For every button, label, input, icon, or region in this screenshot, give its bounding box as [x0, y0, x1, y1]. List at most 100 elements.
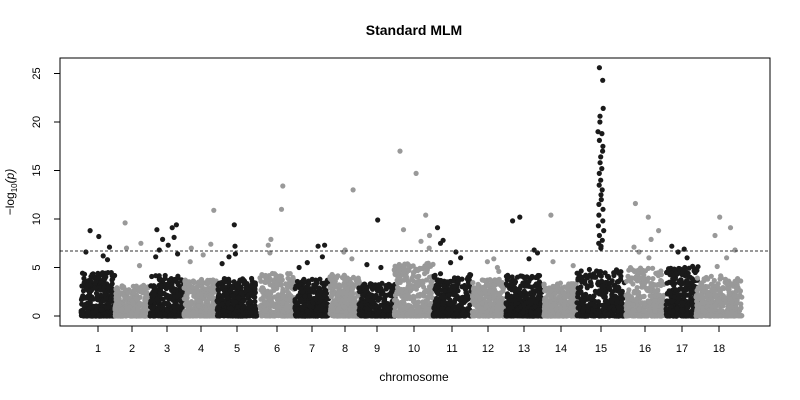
data-point: [187, 311, 193, 318]
data-point-high: [378, 264, 384, 271]
data-point: [440, 301, 446, 307]
data-point-high: [598, 245, 604, 251]
data-point: [552, 291, 558, 297]
data-point: [426, 306, 432, 312]
data-point: [219, 301, 225, 307]
data-point: [252, 287, 258, 293]
data-point: [440, 313, 446, 319]
data-point-high: [138, 240, 144, 246]
data-point: [327, 283, 333, 289]
data-point: [380, 312, 386, 318]
data-point: [307, 293, 313, 299]
data-point: [181, 285, 187, 291]
data-point: [422, 313, 428, 319]
data-point: [233, 289, 239, 295]
data-point: [390, 287, 396, 293]
chromosome-9-points: [356, 217, 398, 319]
data-point-high: [597, 113, 603, 119]
data-point-high: [570, 263, 576, 269]
data-point: [131, 288, 137, 294]
data-point: [322, 299, 328, 305]
data-point: [603, 312, 609, 318]
data-point: [300, 289, 306, 295]
data-point: [157, 290, 163, 296]
data-point: [564, 283, 570, 290]
data-point: [148, 312, 154, 318]
data-point-high: [319, 254, 325, 260]
data-point: [152, 287, 158, 293]
data-point: [317, 312, 323, 318]
data-point-high: [106, 244, 113, 250]
data-point: [318, 288, 324, 294]
data-point-high: [596, 137, 603, 143]
data-point: [377, 295, 383, 301]
data-point: [207, 287, 213, 293]
data-point-high: [165, 242, 171, 248]
data-point: [507, 311, 513, 317]
data-point: [235, 295, 241, 301]
data-point: [410, 263, 416, 269]
data-point: [196, 279, 202, 285]
data-point: [561, 291, 567, 297]
data-point-high: [156, 247, 162, 253]
data-point: [136, 300, 143, 306]
data-point-high: [600, 218, 606, 224]
data-point: [85, 309, 91, 315]
data-point: [184, 295, 190, 301]
data-point-high: [267, 250, 273, 256]
data-point: [331, 280, 338, 286]
data-point: [89, 272, 95, 278]
data-point: [454, 311, 460, 317]
data-point: [88, 278, 94, 284]
data-point: [173, 287, 179, 293]
data-point: [595, 279, 601, 285]
data-point: [142, 294, 149, 300]
data-point: [133, 313, 140, 319]
chromosome-7-points: [292, 242, 332, 319]
data-point: [292, 297, 298, 303]
data-point: [307, 289, 313, 295]
data-point-high: [278, 206, 285, 212]
data-point: [384, 304, 391, 311]
data-point: [285, 285, 291, 291]
data-point: [302, 293, 308, 299]
data-point-high: [83, 249, 89, 255]
data-point-high: [341, 249, 347, 255]
data-point: [615, 304, 622, 310]
data-point: [288, 312, 294, 318]
data-point: [216, 291, 222, 298]
data-point: [93, 279, 99, 285]
data-point: [288, 293, 294, 299]
data-point: [356, 311, 362, 317]
data-point: [555, 311, 561, 318]
data-point: [198, 309, 204, 315]
data-point: [504, 282, 510, 288]
data-point: [447, 292, 453, 298]
chromosome-5-points: [214, 222, 260, 319]
data-point: [343, 309, 349, 315]
data-point: [569, 287, 575, 293]
data-point: [113, 307, 119, 313]
data-point: [87, 288, 93, 294]
data-point-high: [599, 131, 605, 137]
data-point: [358, 302, 364, 308]
data-point: [441, 283, 447, 289]
chromosome-12-points: [469, 256, 507, 319]
data-point: [81, 302, 87, 308]
data-point: [617, 269, 623, 275]
data-point: [280, 294, 286, 300]
data-point: [579, 301, 586, 307]
data-point: [273, 272, 279, 278]
data-point: [334, 275, 340, 281]
data-point: [167, 312, 173, 318]
chromosome-3-points: [147, 222, 187, 319]
data-point-high: [491, 256, 497, 262]
data-point-high: [349, 256, 355, 262]
data-point: [108, 285, 115, 291]
data-point: [541, 281, 547, 287]
data-point: [438, 277, 444, 284]
data-point-high: [87, 228, 93, 234]
data-point: [160, 277, 166, 284]
data-point: [417, 266, 423, 272]
data-point: [109, 277, 115, 283]
